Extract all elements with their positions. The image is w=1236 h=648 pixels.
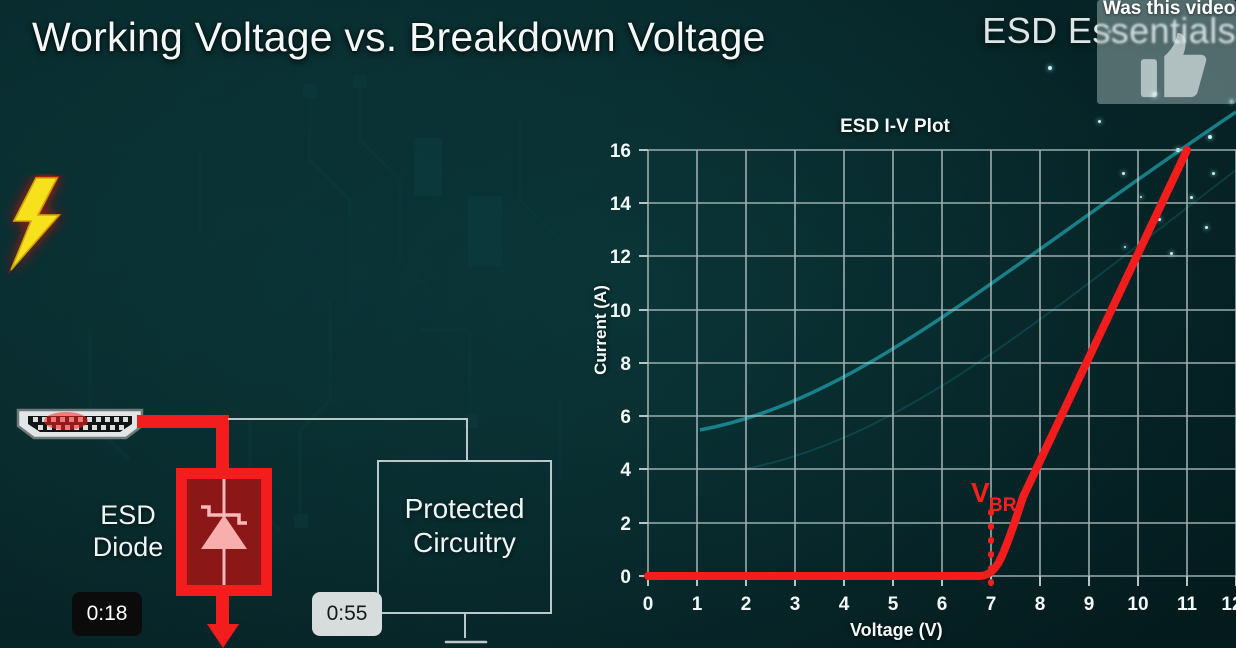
- lightning-bolt-icon: [8, 176, 62, 274]
- y-tick-2: 2: [620, 514, 631, 535]
- chart-gridlines: [647, 149, 1236, 577]
- esd-diode-label-line2: Diode: [92, 531, 164, 562]
- y-tick-6: 6: [620, 407, 631, 428]
- esd-diode-label: ESD Diode: [86, 500, 170, 564]
- protected-circuitry-label: Protected Circuitry: [379, 492, 550, 559]
- x-tick-12: 12: [1221, 594, 1236, 615]
- chart-x-tick-labels: 0 1 2 3 4 5 6 7 8 9 10 11 12: [643, 594, 1236, 615]
- breakdown-voltage-sublabel: BR: [989, 495, 1017, 516]
- page-title: Working Voltage vs. Breakdown Voltage: [32, 14, 766, 60]
- x-tick-8: 8: [1035, 594, 1046, 615]
- wire-signal-horizontal: [228, 418, 468, 420]
- chart-plot-svg: 16 14 12 10 8 6 4 2 0: [610, 141, 1236, 615]
- x-tick-5: 5: [888, 594, 899, 615]
- timestamp-current-badge[interactable]: 0:18: [72, 592, 142, 636]
- esd-diode-component: [176, 468, 272, 596]
- y-tick-12: 12: [610, 247, 631, 268]
- video-feedback-overlay[interactable]: Was this video: [1097, 0, 1236, 104]
- chart-x-axis-label: Voltage (V): [850, 620, 943, 640]
- feedback-prompt: Was this video: [1103, 0, 1236, 19]
- ground-symbol-icon-surge: [207, 624, 239, 648]
- chart-y-tick-labels: 16 14 12 10 8 6 4 2 0: [610, 141, 632, 588]
- chart-title: ESD I-V Plot: [840, 116, 950, 137]
- protected-circuitry-label-line2: Circuitry: [413, 526, 516, 558]
- x-tick-7: 7: [986, 594, 997, 615]
- wire-surge-horizontal: [137, 415, 229, 428]
- x-tick-9: 9: [1084, 594, 1095, 615]
- zener-tvs-diode-icon: [201, 479, 247, 585]
- y-tick-14: 14: [610, 194, 632, 215]
- y-tick-0: 0: [620, 567, 631, 588]
- x-tick-2: 2: [741, 594, 752, 615]
- y-tick-10: 10: [610, 301, 631, 322]
- wire-surge-vertical: [216, 415, 229, 475]
- thumbs-up-icon[interactable]: [1137, 30, 1209, 100]
- x-tick-0: 0: [643, 594, 654, 615]
- protected-circuitry-block: Protected Circuitry: [377, 460, 552, 614]
- x-tick-6: 6: [937, 594, 948, 615]
- y-tick-16: 16: [610, 141, 631, 162]
- x-tick-10: 10: [1127, 594, 1148, 615]
- iv-curve: [644, 146, 1191, 580]
- ground-symbol-icon-protected: [444, 640, 488, 644]
- x-tick-4: 4: [839, 594, 850, 615]
- x-tick-11: 11: [1177, 594, 1198, 615]
- breakdown-voltage-label: V: [971, 477, 990, 508]
- y-tick-8: 8: [620, 354, 631, 375]
- chart-y-ticks: [639, 149, 648, 577]
- wire-protected-to-ground: [464, 614, 466, 638]
- hdmi-connector-icon: [16, 408, 144, 440]
- protected-circuitry-label-line1: Protected: [404, 493, 525, 524]
- wire-signal-vertical: [466, 418, 468, 461]
- timestamp-total-badge[interactable]: 0:55: [312, 592, 382, 636]
- circuit-diagram: ESD Diode Protected Circuitry: [0, 150, 600, 648]
- x-tick-3: 3: [790, 594, 801, 615]
- esd-diode-label-line1: ESD: [100, 500, 156, 530]
- x-tick-1: 1: [692, 594, 703, 615]
- esd-iv-chart: ESD I-V Plot Current (A) Voltage (V): [575, 110, 1236, 648]
- y-tick-4: 4: [620, 460, 631, 481]
